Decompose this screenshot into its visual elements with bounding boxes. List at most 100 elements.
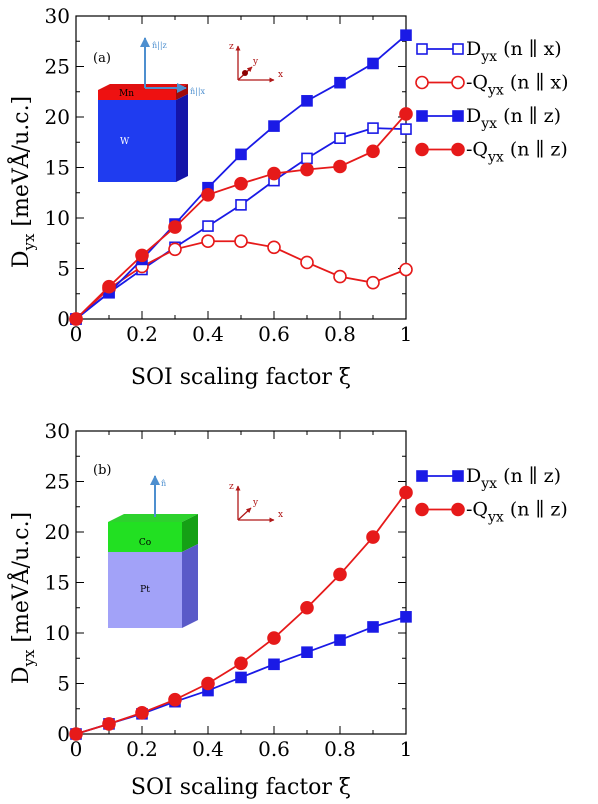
data-point-square [235, 671, 247, 684]
data-point-circle [366, 530, 380, 544]
panel-b: Co Pt n̂ z y x (b) 0 0.2 0.4 0.6 0.8 10510152… [6, 419, 568, 800]
y-tick-label: 30 [45, 419, 70, 443]
y-tick-label: 0 [57, 722, 70, 746]
legend-marker [416, 110, 428, 122]
x-axis-label-a: SOI scaling factor ξ [131, 365, 351, 390]
glyph-y-label-b: y [252, 498, 259, 508]
glyph-z-label-b: z [229, 482, 234, 492]
data-point-circle [234, 656, 248, 671]
legend-label-main: -Q [466, 499, 488, 521]
legend-label-rest: (n ∥ z) [504, 499, 568, 521]
data-point-circle [300, 600, 314, 615]
y-axis-label-main-a: D [9, 251, 34, 269]
x-tick-label: 0.4 [192, 322, 224, 346]
x-tick-label: 0 [70, 737, 83, 761]
data-point-square [334, 634, 346, 646]
y-axis-label-main-b: D [9, 667, 34, 685]
panel-label-b: (b) [93, 463, 111, 478]
inset-top-layer-label-b: Co [139, 538, 151, 548]
legend-marker [416, 43, 428, 55]
data-point-square [301, 646, 313, 658]
data-point-circle [135, 705, 149, 720]
y-tick-label: 10 [45, 206, 70, 230]
legend-label-sub: yx [487, 510, 504, 526]
data-point-circle [102, 717, 116, 731]
data-point-circle [168, 692, 182, 707]
data-point-circle [201, 676, 215, 691]
legend-label-main: -Q [466, 139, 488, 161]
y-tick-label: 25 [45, 470, 70, 494]
legend-marker [452, 43, 464, 55]
y-axis-label-sub-a: yx [20, 233, 38, 251]
legend-label-rest: (n ∥ z) [497, 465, 561, 487]
x-tick-label: 1 [400, 322, 413, 346]
y-tick-label: 15 [45, 571, 70, 595]
plot-area-b [69, 430, 413, 741]
data-point-circle [333, 567, 347, 582]
legend-label: Dyx (n ∥ z) [466, 465, 561, 492]
data-point-square [367, 57, 379, 70]
data-point-circle [300, 255, 314, 270]
legend-label-rest: (n ∥ x) [497, 38, 562, 60]
x-axis-label-b: SOI scaling factor ξ [131, 775, 351, 800]
legend-a: Dyx (n ∥ x)-Qyx (n ∥ x)Dyx (n ∥ z)-Qyx (… [415, 38, 569, 166]
legend-label-rest: (n ∥ z) [497, 105, 561, 127]
inset-bulk-label: W [120, 137, 130, 147]
inset-top-layer-label: Mn [119, 89, 134, 99]
y-tick-label: 5 [57, 257, 70, 281]
data-point-square [400, 611, 412, 623]
legend-label: -Qyx (n ∥ z) [466, 139, 568, 166]
y-tick-label: 0 [57, 307, 70, 331]
x-tick-label: 0.8 [324, 322, 356, 346]
data-point-square [367, 621, 379, 633]
x-tick-label: 0.4 [192, 737, 224, 761]
legend-label-sub: yx [487, 83, 504, 99]
data-point-circle [267, 166, 281, 181]
data-point-circle [333, 269, 347, 284]
data-point-square [334, 132, 346, 145]
data-point-square [400, 123, 412, 135]
data-point-circle [399, 485, 413, 500]
data-point-circle [399, 262, 413, 277]
data-point-circle [300, 162, 314, 177]
legend-label-sub: yx [480, 116, 497, 132]
data-point-circle [69, 312, 83, 326]
legend-label-sub: yx [480, 49, 497, 65]
y-tick-label: 10 [45, 621, 70, 645]
data-point-square [202, 220, 214, 232]
legend-label: Dyx (n ∥ x) [466, 38, 562, 65]
y-tick-label: 20 [45, 520, 70, 544]
data-point-circle [69, 727, 83, 741]
y-axis-label-b: Dyx [meVÅ/u.c.] [6, 512, 38, 684]
y-tick-label: 5 [57, 672, 70, 696]
normal-label-b: n̂ [161, 479, 166, 488]
x-tick-label: 0.6 [258, 737, 290, 761]
legend-marker [415, 502, 429, 517]
x-tick-label: 0.6 [258, 322, 290, 346]
legend-marker [451, 75, 465, 90]
data-point-circle [333, 159, 347, 174]
coordinate-axes-glyph-a: z y x [229, 42, 283, 83]
data-point-circle [234, 176, 248, 191]
x-tick-label: 0.8 [324, 737, 356, 761]
data-point-square [268, 658, 280, 671]
data-point-square [301, 95, 313, 107]
legend-marker [415, 75, 429, 90]
data-point-square [268, 120, 280, 132]
inset-co-pt-block: Co Pt n̂ [108, 475, 198, 628]
normal-x-label: n̂||x [190, 87, 206, 96]
legend-marker [451, 142, 465, 157]
data-point-square [301, 152, 313, 165]
data-point-circle [267, 240, 281, 255]
legend-b: Dyx (n ∥ z) -Qyx (n ∥ z) [415, 465, 568, 526]
y-axis-label-sub-b: yx [20, 649, 38, 667]
legend-marker [415, 142, 429, 157]
legend-label-sub: yx [487, 150, 504, 166]
y-axis-label-unit-a: [meVÅ/u.c.] [6, 96, 34, 234]
panel-a: Mn W n̂||z n̂||x z y x (a) 0 0.2 0.4 0.6 0.8… [6, 4, 569, 390]
legend-label-rest: (n ∥ x) [504, 72, 569, 94]
data-point-square [367, 122, 379, 134]
